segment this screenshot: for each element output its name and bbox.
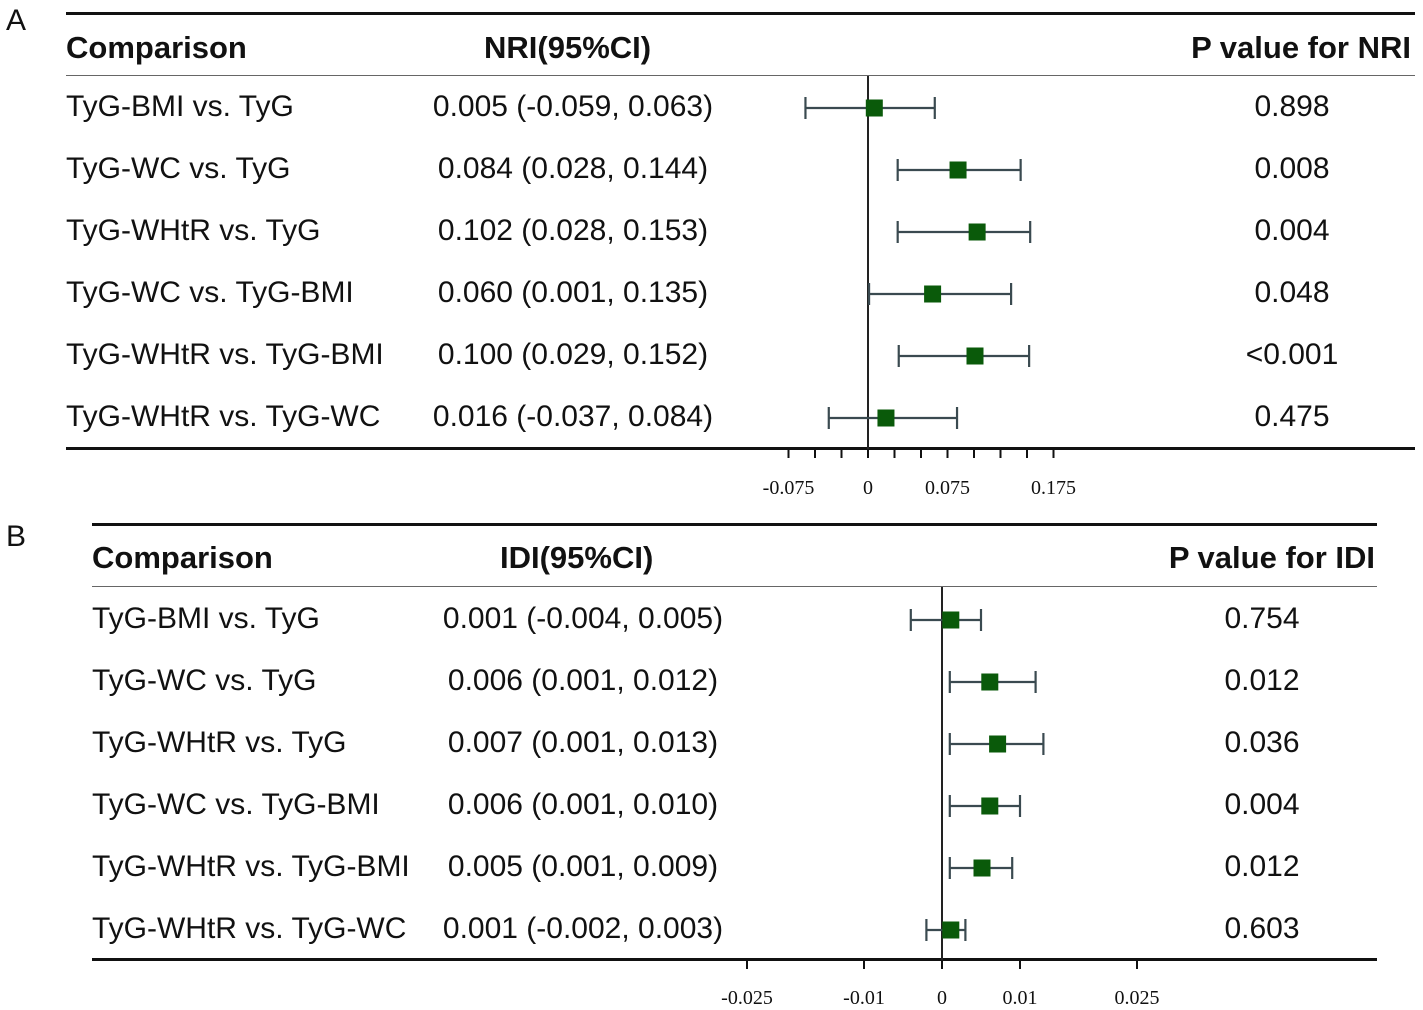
panel-a-row-p-value: <0.001: [1245, 338, 1339, 371]
panel-a-header-estimate: NRI(95%CI): [484, 30, 652, 65]
panel-a-label: A: [6, 4, 27, 37]
panel-b-point-estimate: [973, 859, 991, 877]
panel-a-row-estimate: 0.102 (0.028, 0.153): [437, 214, 709, 247]
panel-a-bottom-rule: [66, 447, 1415, 450]
panel-a-tick-label: 0: [863, 477, 873, 499]
panel-b-point-estimate: [942, 921, 960, 939]
panel-a-row-label: TyG-WC vs. TyG-BMI: [66, 276, 354, 309]
panel-b-tick-label: 0: [937, 987, 947, 1009]
panel-a-point-estimate: [865, 99, 883, 117]
panel-a-top-rule: [66, 12, 1415, 15]
panel-a-header-comparison: Comparison: [66, 30, 247, 65]
panel-a-tick-label: 0.175: [1031, 477, 1076, 499]
panel-b-point-estimate: [942, 611, 960, 629]
panel-a-row-estimate: 0.084 (0.028, 0.144): [437, 152, 709, 185]
panel-a-tick-label: 0.075: [925, 477, 970, 499]
panel-a-point-estimate: [966, 347, 984, 365]
panel-a-row-p-value: 0.898: [1254, 90, 1330, 123]
panel-a-point-estimate: [924, 285, 942, 303]
panel-a-row-estimate: 0.060 (0.001, 0.135): [437, 276, 709, 309]
panel-b-point-estimate: [989, 735, 1007, 753]
panel-a-header-p: P value for NRI: [1191, 30, 1411, 65]
panel-a-row-label: TyG-WC vs. TyG: [66, 152, 291, 185]
panel-a-row-estimate: 0.100 (0.029, 0.152): [437, 338, 709, 371]
panel-a-row-label: TyG-WHtR vs. TyG: [66, 214, 321, 247]
panel-a-row-label: TyG-BMI vs. TyG: [66, 90, 294, 123]
panel-a-header-rule: [66, 75, 1415, 76]
panel-a-row-label: TyG-WHtR vs. TyG-BMI: [66, 338, 384, 371]
panel-a-row-estimate: 0.005 (-0.059, 0.063): [432, 90, 714, 123]
panel-b-tick-label: 0.01: [1003, 987, 1038, 1009]
panel-a-point-estimate: [877, 409, 895, 427]
panel-a-row-p-value: 0.048: [1254, 276, 1330, 309]
panel-b-tick-label: -0.01: [843, 987, 885, 1009]
panel-b-point-estimate: [981, 797, 999, 815]
panel-a-row-label: TyG-WHtR vs. TyG-WC: [66, 400, 381, 433]
panel-a-point-estimate: [968, 223, 986, 241]
panel-b-point-estimate: [981, 673, 999, 691]
panel-a-row-p-value: 0.004: [1254, 214, 1330, 247]
panel-a-point-estimate: [949, 161, 967, 179]
panel-b-tick-label: 0.025: [1115, 987, 1160, 1009]
panel-a-row-p-value: 0.475: [1254, 400, 1330, 433]
panel-b-tick-label: -0.025: [721, 987, 773, 1009]
panel-a-row-p-value: 0.008: [1254, 152, 1330, 185]
panel-a-row-estimate: 0.016 (-0.037, 0.084): [432, 400, 714, 433]
panel-a-tick-label: -0.075: [763, 477, 815, 499]
